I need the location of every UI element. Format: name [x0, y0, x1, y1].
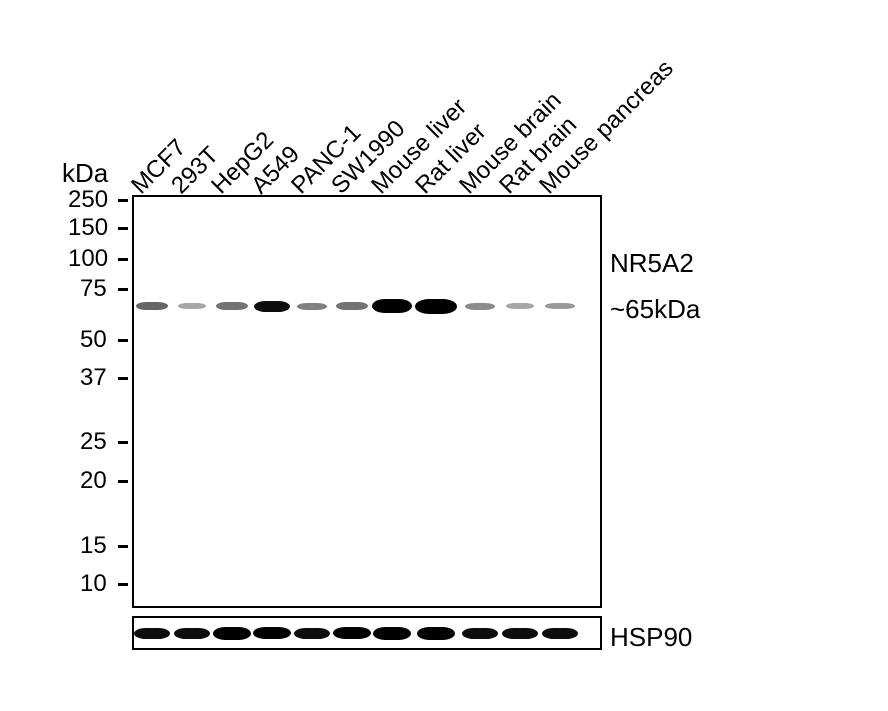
marker-label: 15 — [80, 532, 107, 560]
marker-tick — [118, 258, 128, 261]
marker-label: 25 — [80, 428, 107, 456]
hsp90-band — [417, 627, 455, 640]
marker-label: 150 — [68, 214, 108, 242]
hsp90-band — [134, 628, 170, 639]
loading-control-label: HSP90 — [610, 622, 692, 653]
hsp90-band — [373, 627, 411, 640]
marker-label: 10 — [80, 570, 107, 598]
marker-tick — [118, 441, 128, 444]
band-size-label: ~65kDa — [610, 294, 700, 325]
main-blot-box — [132, 195, 602, 608]
target-band — [216, 302, 248, 310]
marker-label: 37 — [80, 364, 107, 392]
marker-label: 250 — [68, 186, 108, 214]
hsp90-band — [253, 627, 291, 639]
hsp90-band — [462, 628, 498, 639]
target-band — [372, 299, 412, 313]
hsp90-band — [542, 628, 578, 639]
target-band — [178, 303, 206, 309]
target-band — [297, 303, 327, 310]
target-band — [336, 302, 368, 310]
marker-label: 75 — [80, 275, 107, 303]
marker-tick — [118, 480, 128, 483]
marker-tick — [118, 377, 128, 380]
hsp90-band — [333, 627, 371, 639]
target-protein-label: NR5A2 — [610, 248, 694, 279]
hsp90-band — [174, 628, 210, 639]
marker-tick — [118, 545, 128, 548]
kda-unit-label: kDa — [62, 158, 108, 189]
target-band — [415, 299, 457, 314]
marker-tick — [118, 339, 128, 342]
target-band — [545, 303, 575, 309]
target-band — [254, 301, 290, 312]
marker-tick — [118, 199, 128, 202]
marker-tick — [118, 227, 128, 230]
marker-tick — [118, 583, 128, 586]
hsp90-band — [213, 627, 251, 640]
marker-label: 20 — [80, 467, 107, 495]
target-band — [465, 303, 495, 310]
hsp90-band — [294, 628, 330, 639]
marker-label: 100 — [68, 245, 108, 273]
western-blot-figure: kDa25015010075503725201510MCF7293THepG2A… — [0, 0, 888, 711]
marker-tick — [118, 288, 128, 291]
marker-label: 50 — [80, 326, 107, 354]
hsp90-band — [502, 628, 538, 639]
target-band — [506, 303, 534, 309]
target-band — [136, 302, 168, 310]
